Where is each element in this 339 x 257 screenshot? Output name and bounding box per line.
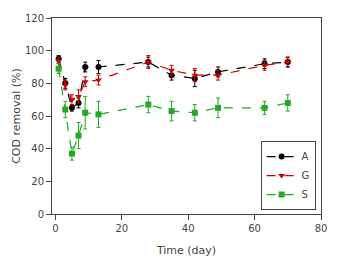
svg-text:100: 100 <box>25 45 44 56</box>
svg-text:120: 120 <box>25 13 44 24</box>
svg-text:40: 40 <box>31 143 44 154</box>
svg-text:60: 60 <box>31 111 44 122</box>
svg-text:20: 20 <box>31 176 44 187</box>
svg-text:80: 80 <box>31 78 44 89</box>
svg-text:S: S <box>302 189 308 200</box>
svg-text:0: 0 <box>52 223 58 234</box>
svg-text:G: G <box>302 170 310 181</box>
svg-text:0: 0 <box>38 209 44 220</box>
svg-text:60: 60 <box>248 223 261 234</box>
svg-text:80: 80 <box>315 223 328 234</box>
svg-text:COD removal (%): COD removal (%) <box>10 68 23 164</box>
svg-text:20: 20 <box>115 223 128 234</box>
svg-text:40: 40 <box>182 223 195 234</box>
svg-text:A: A <box>302 151 309 162</box>
svg-text:Time (day): Time (day) <box>156 244 216 257</box>
